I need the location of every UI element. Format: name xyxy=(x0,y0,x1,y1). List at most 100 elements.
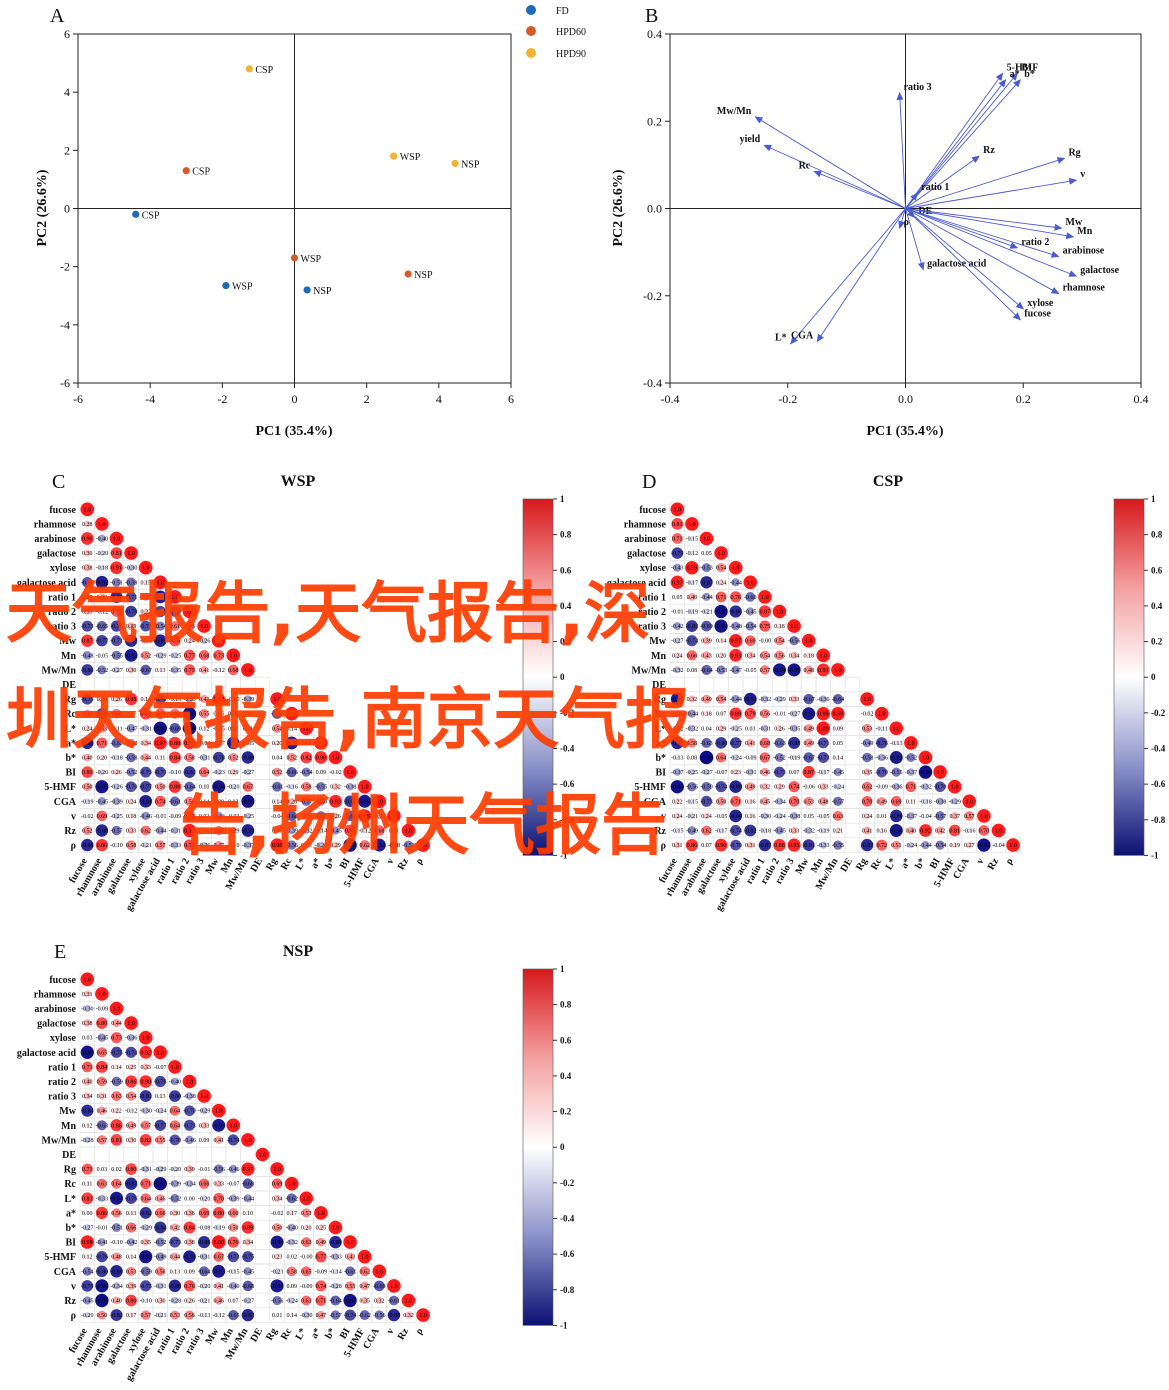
correlation-dot xyxy=(358,794,372,808)
correlation-dot xyxy=(216,1312,222,1318)
correlation-value: -0.56 xyxy=(788,639,801,645)
correlation-value: 0.98 xyxy=(184,829,195,835)
correlation-value: 1.0 xyxy=(288,1182,296,1188)
correlation-dot xyxy=(762,638,767,643)
correlation-value: 0.88 xyxy=(774,843,785,849)
correlation-dot xyxy=(80,502,95,517)
correlation-dot xyxy=(230,1268,237,1275)
correlation-value: -0.57 xyxy=(110,829,123,835)
correlation-dot xyxy=(245,1210,251,1216)
correlation-dot xyxy=(670,780,684,794)
correlation-value: 0.63 xyxy=(111,1094,122,1100)
correlation-value: -0.88 xyxy=(81,741,94,747)
row-label-a-star: a* xyxy=(66,738,76,749)
correlation-value: -0.96 xyxy=(671,785,684,791)
correlation-value: -0.66 xyxy=(285,814,298,820)
correlation-value: 0.26 xyxy=(774,726,785,732)
correlation-value: -0.80 xyxy=(81,668,94,674)
correlation-dot xyxy=(227,1236,239,1248)
overlay-line-2: 圳天气报告,南京天气报 xyxy=(6,681,691,758)
correlation-value: 1.0 xyxy=(113,537,121,543)
correlation-dot xyxy=(185,1135,194,1145)
correlation-value: 0.67 xyxy=(243,785,254,791)
row-label-cga: CGA xyxy=(54,797,77,808)
correlation-value: -0.52 xyxy=(125,770,138,776)
correlation-value: -0.04 xyxy=(919,814,932,820)
correlation-dot xyxy=(172,696,178,702)
correlation-value: 0.73 xyxy=(213,653,224,659)
correlation-value: -0.32 xyxy=(686,726,699,732)
correlation-dot xyxy=(185,1209,194,1217)
correlation-dot xyxy=(169,635,181,647)
correlation-dot xyxy=(243,1194,252,1203)
loading-arrow-galactose-acid xyxy=(905,208,925,271)
correlation-dot xyxy=(760,767,770,777)
correlation-value: 0.24 xyxy=(862,814,873,820)
correlation-dot xyxy=(673,841,681,849)
row-label-mn: Mn xyxy=(61,651,76,662)
heatmap-cell-border xyxy=(742,676,758,693)
correlation-dot xyxy=(416,838,430,852)
correlation-value: 0.62 xyxy=(862,785,873,791)
correlation-dot xyxy=(387,1308,401,1322)
correlation-dot xyxy=(671,533,683,544)
correlation-dot xyxy=(746,738,755,747)
correlation-value: -0.31 xyxy=(198,756,211,762)
correlation-value: 0.36 xyxy=(228,712,239,718)
correlation-value: 0.74 xyxy=(316,1284,327,1290)
panel-b-y-tick-label: 0.4 xyxy=(647,27,662,41)
correlation-value: 0.50 xyxy=(82,785,93,791)
correlation-dot xyxy=(241,751,255,764)
panel-a-y-tick-label: 0 xyxy=(64,202,70,216)
correlation-value: 1.0 xyxy=(951,785,959,791)
correlation-value: 0.46 xyxy=(97,1109,108,1115)
correlation-dot xyxy=(701,563,712,573)
correlation-value: -0.80 xyxy=(344,799,357,805)
correlation-dot xyxy=(670,692,684,706)
column-label-a-star: a* xyxy=(309,856,324,870)
correlation-value: -0.27 xyxy=(242,1299,255,1305)
correlation-dot xyxy=(718,711,724,717)
correlation-value: -0.81 xyxy=(802,843,815,849)
correlation-dot xyxy=(775,797,784,805)
heatmap-cell-border xyxy=(254,1190,271,1206)
correlation-dot xyxy=(169,796,180,807)
column-label-rg: Rg xyxy=(264,1326,280,1342)
correlation-dot xyxy=(81,693,93,705)
correlation-value: 0.09 xyxy=(833,726,844,732)
correlation-dot xyxy=(113,1064,120,1070)
correlation-value: -0.77 xyxy=(139,785,152,791)
correlation-value: 0.65 xyxy=(301,1269,312,1275)
correlation-dot xyxy=(890,795,902,807)
correlation-dot xyxy=(198,1207,210,1219)
correlation-dot xyxy=(816,721,831,736)
correlation-dot xyxy=(715,781,727,793)
correlation-value: -0.94 xyxy=(773,668,786,674)
correlation-dot xyxy=(241,824,255,837)
correlation-dot xyxy=(774,636,785,646)
correlation-dot xyxy=(80,532,94,545)
correlation-dot xyxy=(244,1297,252,1304)
correlation-dot xyxy=(790,812,798,820)
correlation-dot xyxy=(272,1295,282,1306)
correlation-value: -0.09 xyxy=(744,756,757,762)
correlation-dot xyxy=(274,739,281,746)
correlation-dot xyxy=(169,606,181,617)
point-hpd60-wsp xyxy=(290,254,299,262)
correlation-value: 0.24 xyxy=(82,726,93,732)
correlation-value: 0.05 xyxy=(833,741,844,747)
correlation-value: 0.80 xyxy=(345,829,356,835)
correlation-value: -0.41 xyxy=(96,1240,109,1246)
correlation-dot xyxy=(747,813,754,819)
correlation-value: 0.69 xyxy=(891,799,902,805)
correlation-dot xyxy=(81,1061,93,1073)
correlation-value: 0.44 xyxy=(111,1021,122,1027)
correlation-dot xyxy=(835,725,841,731)
loading-label-v: v xyxy=(1080,169,1085,180)
correlation-value: -0.29 xyxy=(948,799,961,805)
correlation-value: -0.82 xyxy=(183,770,196,776)
correlation-value: 0.33 xyxy=(789,829,800,835)
correlation-dot xyxy=(289,1254,294,1259)
correlation-dot xyxy=(139,1090,152,1103)
correlation-value: -0.30 xyxy=(125,566,138,572)
